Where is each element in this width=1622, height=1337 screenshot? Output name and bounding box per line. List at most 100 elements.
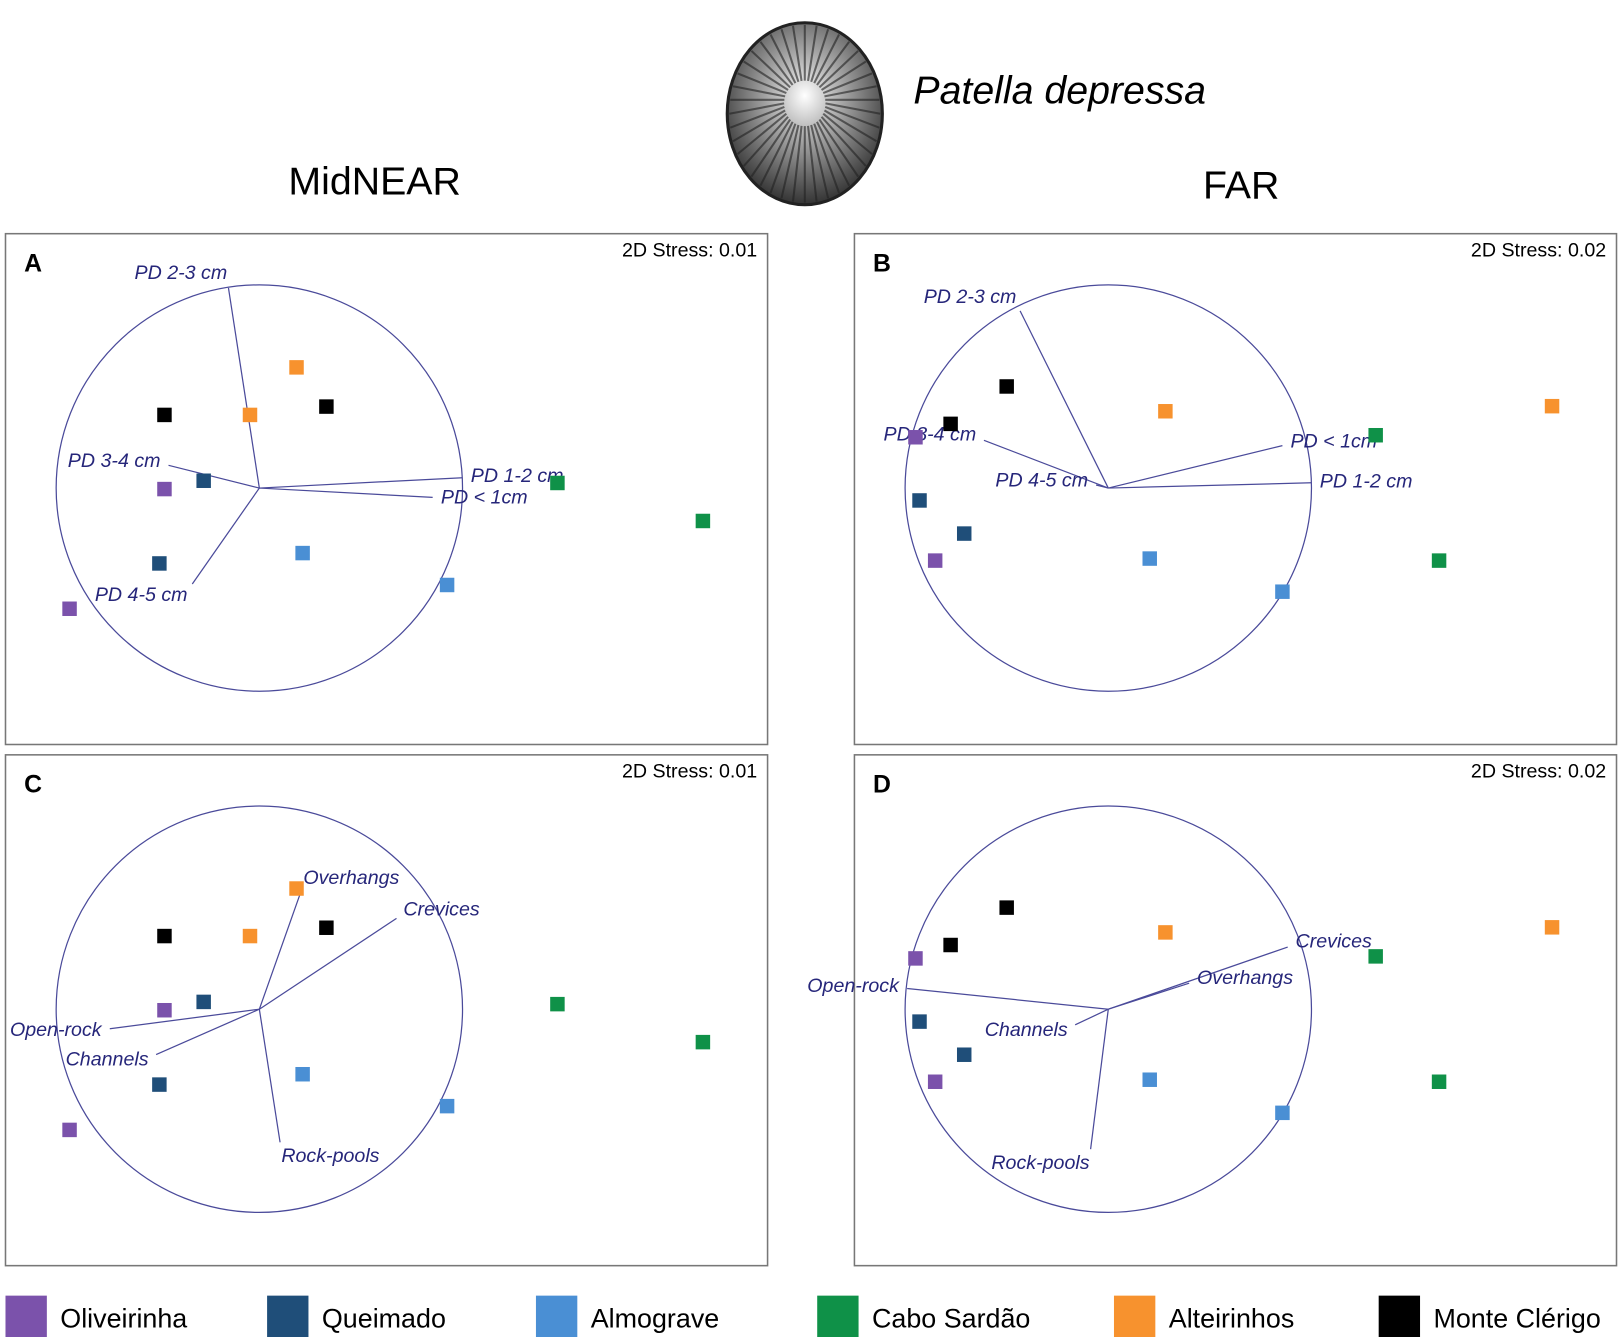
- panel-letter: C: [24, 771, 42, 798]
- site-point: [157, 1002, 172, 1018]
- legend-swatch: [535, 1295, 578, 1337]
- site-point: [242, 407, 258, 423]
- vector-label: Open-rock: [10, 1019, 103, 1041]
- vector: [1074, 1008, 1109, 1026]
- panel-letter: D: [873, 771, 891, 798]
- site-point: [956, 526, 972, 541]
- panel-letter: A: [24, 250, 42, 277]
- site-point: [1142, 1072, 1157, 1087]
- stress-label: 2D Stress: 0.02: [1471, 239, 1606, 261]
- legend-swatch: [1113, 1295, 1156, 1337]
- legend-label: Queimado: [322, 1304, 446, 1334]
- site-point: [1158, 404, 1173, 419]
- site-point: [943, 937, 958, 953]
- vector-label: Crevices: [1296, 930, 1373, 952]
- vector-label: Crevices: [403, 899, 480, 921]
- site-point: [1368, 427, 1383, 443]
- vector: [258, 892, 302, 1010]
- site-point: [157, 407, 172, 423]
- site-point: [439, 1098, 455, 1114]
- site-point: [1431, 553, 1447, 568]
- site-point: [695, 1034, 711, 1050]
- column-title: FAR: [1203, 164, 1279, 208]
- site-point: [943, 416, 958, 432]
- legend-swatch: [5, 1295, 47, 1337]
- vector: [227, 287, 260, 489]
- vector-label: PD 3-4 cm: [884, 423, 977, 445]
- vector-label: PD < 1cm: [441, 486, 528, 508]
- panel-frame: [4, 754, 769, 1267]
- stress-label: 2D Stress: 0.01: [622, 239, 757, 261]
- column-title: MidNEAR: [288, 159, 460, 203]
- panel-frame: [853, 232, 1618, 746]
- site-point: [1142, 551, 1157, 566]
- site-point: [319, 399, 334, 414]
- site-point: [439, 577, 455, 593]
- site-point: [289, 881, 304, 896]
- legend-swatch: [817, 1295, 859, 1337]
- site-point: [1158, 925, 1173, 940]
- site-point: [1275, 1105, 1290, 1121]
- site-point: [999, 900, 1014, 915]
- vector: [1089, 1009, 1109, 1150]
- site-point: [196, 994, 211, 1010]
- site-point: [927, 1074, 943, 1089]
- site-point: [319, 920, 334, 935]
- stress-label: 2D Stress: 0.01: [622, 761, 757, 783]
- vector-label: Rock-pools: [281, 1145, 379, 1167]
- vector-label: PD 2-3 cm: [924, 286, 1017, 308]
- vector: [258, 1009, 281, 1143]
- vector: [983, 439, 1109, 489]
- vector-label: PD 1-2 cm: [471, 465, 564, 487]
- legend-label: Almograve: [591, 1304, 719, 1334]
- vector: [259, 917, 397, 1010]
- site-point: [1544, 398, 1560, 414]
- correlation-circle: [904, 284, 1313, 692]
- vector-label: Open-rock: [807, 975, 900, 997]
- site-point: [196, 473, 211, 488]
- vector-label: PD < 1cm: [1290, 430, 1377, 452]
- site-point: [295, 1066, 310, 1082]
- legend-swatch: [1378, 1295, 1421, 1337]
- vector-label: PD 2-3 cm: [134, 262, 227, 284]
- legend-swatch: [267, 1295, 309, 1337]
- correlation-circle: [904, 805, 1313, 1214]
- site-point: [62, 1122, 77, 1138]
- correlation-circle: [55, 805, 464, 1214]
- site-point: [908, 430, 923, 445]
- site-point: [62, 601, 77, 616]
- site-point: [550, 996, 565, 1012]
- vector: [259, 487, 433, 499]
- site-point: [927, 553, 943, 568]
- site-point: [152, 1077, 167, 1092]
- site-point: [1275, 584, 1290, 599]
- vector-label: PD 1-2 cm: [1320, 471, 1413, 493]
- site-point: [999, 379, 1014, 394]
- vector-label: Overhangs: [1197, 967, 1293, 989]
- vector: [1108, 946, 1288, 1010]
- vector-label: PD 4-5 cm: [995, 470, 1088, 492]
- legend-label: Monte Clérigo: [1433, 1304, 1600, 1334]
- legend-label: Cabo Sardão: [872, 1304, 1030, 1334]
- site-point: [152, 556, 167, 571]
- panel-letter: B: [873, 250, 891, 277]
- vector: [259, 477, 463, 489]
- vector-label: Overhangs: [303, 867, 399, 889]
- site-point: [550, 475, 565, 491]
- vector-label: Channels: [66, 1049, 149, 1071]
- site-point: [1431, 1074, 1447, 1089]
- vector-label: Channels: [985, 1019, 1068, 1041]
- site-point: [157, 928, 172, 944]
- vector: [168, 464, 260, 489]
- site-point: [695, 513, 711, 529]
- vector-label: PD 4-5 cm: [95, 584, 188, 606]
- vector-label: Rock-pools: [991, 1152, 1089, 1174]
- vector: [1095, 484, 1109, 489]
- site-point: [1368, 949, 1383, 964]
- site-point: [1544, 920, 1560, 935]
- site-point: [912, 493, 927, 508]
- site-point: [295, 545, 310, 561]
- site-point: [289, 360, 304, 375]
- vector: [907, 987, 1109, 1010]
